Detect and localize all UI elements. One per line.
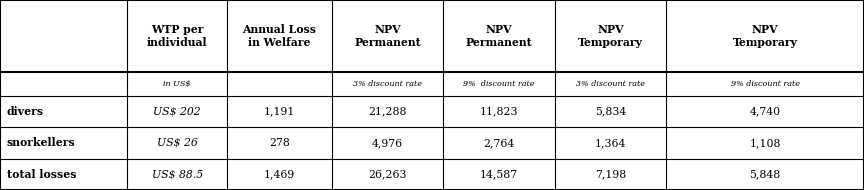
Text: Annual Loss
in Welfare: Annual Loss in Welfare: [243, 24, 316, 48]
Text: 1,469: 1,469: [264, 169, 295, 179]
Text: 21,288: 21,288: [368, 107, 407, 117]
Text: 4,740: 4,740: [749, 107, 781, 117]
Text: 3% discount rate: 3% discount rate: [353, 80, 422, 88]
Text: NPV
Temporary: NPV Temporary: [578, 24, 643, 48]
Text: NPV
Permanent: NPV Permanent: [354, 24, 421, 48]
Text: 278: 278: [269, 138, 290, 148]
Text: WTP per
individual: WTP per individual: [147, 24, 207, 48]
Text: in US$: in US$: [163, 80, 191, 88]
Text: 5,834: 5,834: [594, 107, 626, 117]
Text: 5,848: 5,848: [749, 169, 781, 179]
Text: 26,263: 26,263: [368, 169, 407, 179]
Text: 2,764: 2,764: [483, 138, 515, 148]
Text: 1,108: 1,108: [749, 138, 781, 148]
Text: NPV
Temporary: NPV Temporary: [733, 24, 797, 48]
Text: 9% discount rate: 9% discount rate: [731, 80, 799, 88]
Text: US$ 202: US$ 202: [153, 107, 201, 117]
Text: 4,976: 4,976: [372, 138, 403, 148]
Text: 7,198: 7,198: [594, 169, 626, 179]
Text: 1,191: 1,191: [264, 107, 295, 117]
Text: NPV
Permanent: NPV Permanent: [466, 24, 532, 48]
Text: US$ 88.5: US$ 88.5: [151, 169, 203, 179]
Text: snorkellers: snorkellers: [7, 138, 76, 148]
Text: 9%  discount rate: 9% discount rate: [463, 80, 535, 88]
Text: 14,587: 14,587: [480, 169, 518, 179]
Text: divers: divers: [7, 106, 44, 117]
Text: 1,364: 1,364: [594, 138, 626, 148]
Text: 3% discount rate: 3% discount rate: [576, 80, 645, 88]
Text: US$ 26: US$ 26: [156, 138, 198, 148]
Text: total losses: total losses: [7, 169, 76, 180]
Text: 11,823: 11,823: [480, 107, 518, 117]
